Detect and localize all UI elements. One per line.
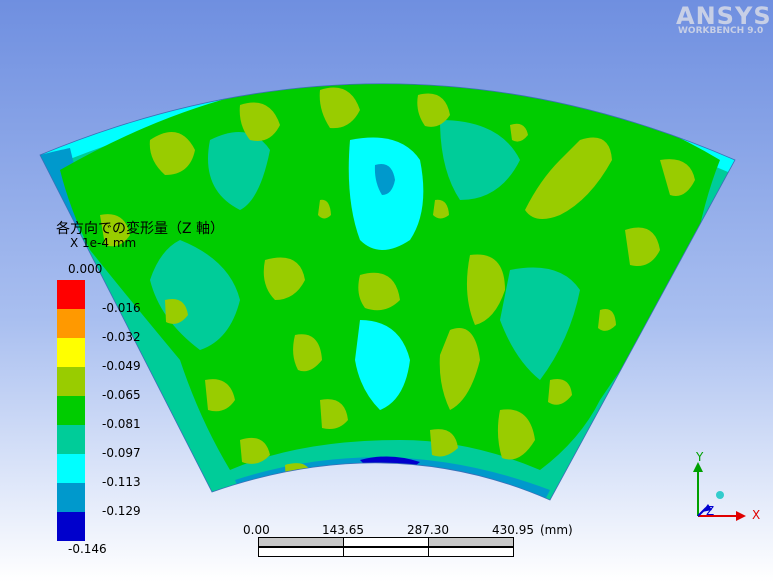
scale-seg-4 [258, 547, 344, 557]
legend-swatch-4 [57, 396, 85, 425]
scale-seg-2 [343, 547, 429, 557]
legend-label-5: -0.081 [102, 417, 141, 431]
scale-unit: (mm) [540, 523, 573, 537]
scale-label-3: 430.95 [492, 523, 534, 537]
scale-bar [258, 537, 514, 561]
scale-label-1: 143.65 [322, 523, 364, 537]
logo-text: ANSYS [676, 2, 772, 30]
legend-label-8: -0.129 [102, 504, 141, 518]
sector-outline [39, 83, 736, 501]
triad-axes-icon [693, 462, 746, 521]
contour-island-cyan-lower [355, 320, 410, 410]
legend-swatch-1 [57, 309, 85, 338]
triad-label-x: X [752, 508, 761, 522]
legend-label-9: -0.146 [68, 542, 107, 556]
legend-title: 各方向での変形量（Z 軸） [56, 221, 225, 237]
triad-label-z: Z [706, 504, 715, 518]
legend-swatch-7 [57, 483, 85, 512]
scale-label-2: 287.30 [407, 523, 449, 537]
contour-band-yellowgreen [100, 87, 695, 485]
scale-seg-5 [343, 537, 429, 547]
logo-subtext: WORKBENCH 9.0 [678, 26, 764, 36]
scale-seg-3 [428, 537, 514, 547]
legend-swatch-8 [57, 512, 85, 541]
legend-swatch-0 [57, 280, 85, 309]
contour-island-teal-3 [208, 132, 270, 210]
legend-swatch-5 [57, 425, 85, 454]
scale-seg-6 [428, 547, 514, 557]
contour-island-teal-2 [500, 267, 580, 380]
contour-island-blue-center [374, 164, 395, 195]
legend-label-7: -0.113 [102, 475, 141, 489]
legend-label-6: -0.097 [102, 446, 141, 460]
contour-island-teal-4 [440, 120, 520, 200]
coordinate-triad[interactable]: Y Z X [680, 448, 770, 528]
scale-label-0: 0.00 [243, 523, 270, 537]
legend-swatch-6 [57, 454, 85, 483]
legend-color-bar [57, 280, 85, 541]
legend-label-2: -0.032 [102, 330, 141, 344]
legend-label-1: -0.016 [102, 301, 141, 315]
legend-label-0: 0.000 [68, 262, 103, 276]
legend-unit: X 1e-4 mm [70, 236, 137, 250]
scale-seg-1 [258, 537, 344, 547]
legend-label-4: -0.065 [102, 388, 141, 402]
ansys-logo: ANSYS WORKBENCH 9.0 [676, 2, 772, 38]
legend-swatch-3 [57, 367, 85, 396]
legend-swatch-2 [57, 338, 85, 367]
legend-label-3: -0.049 [102, 359, 141, 373]
triad-label-y: Y [696, 450, 704, 464]
